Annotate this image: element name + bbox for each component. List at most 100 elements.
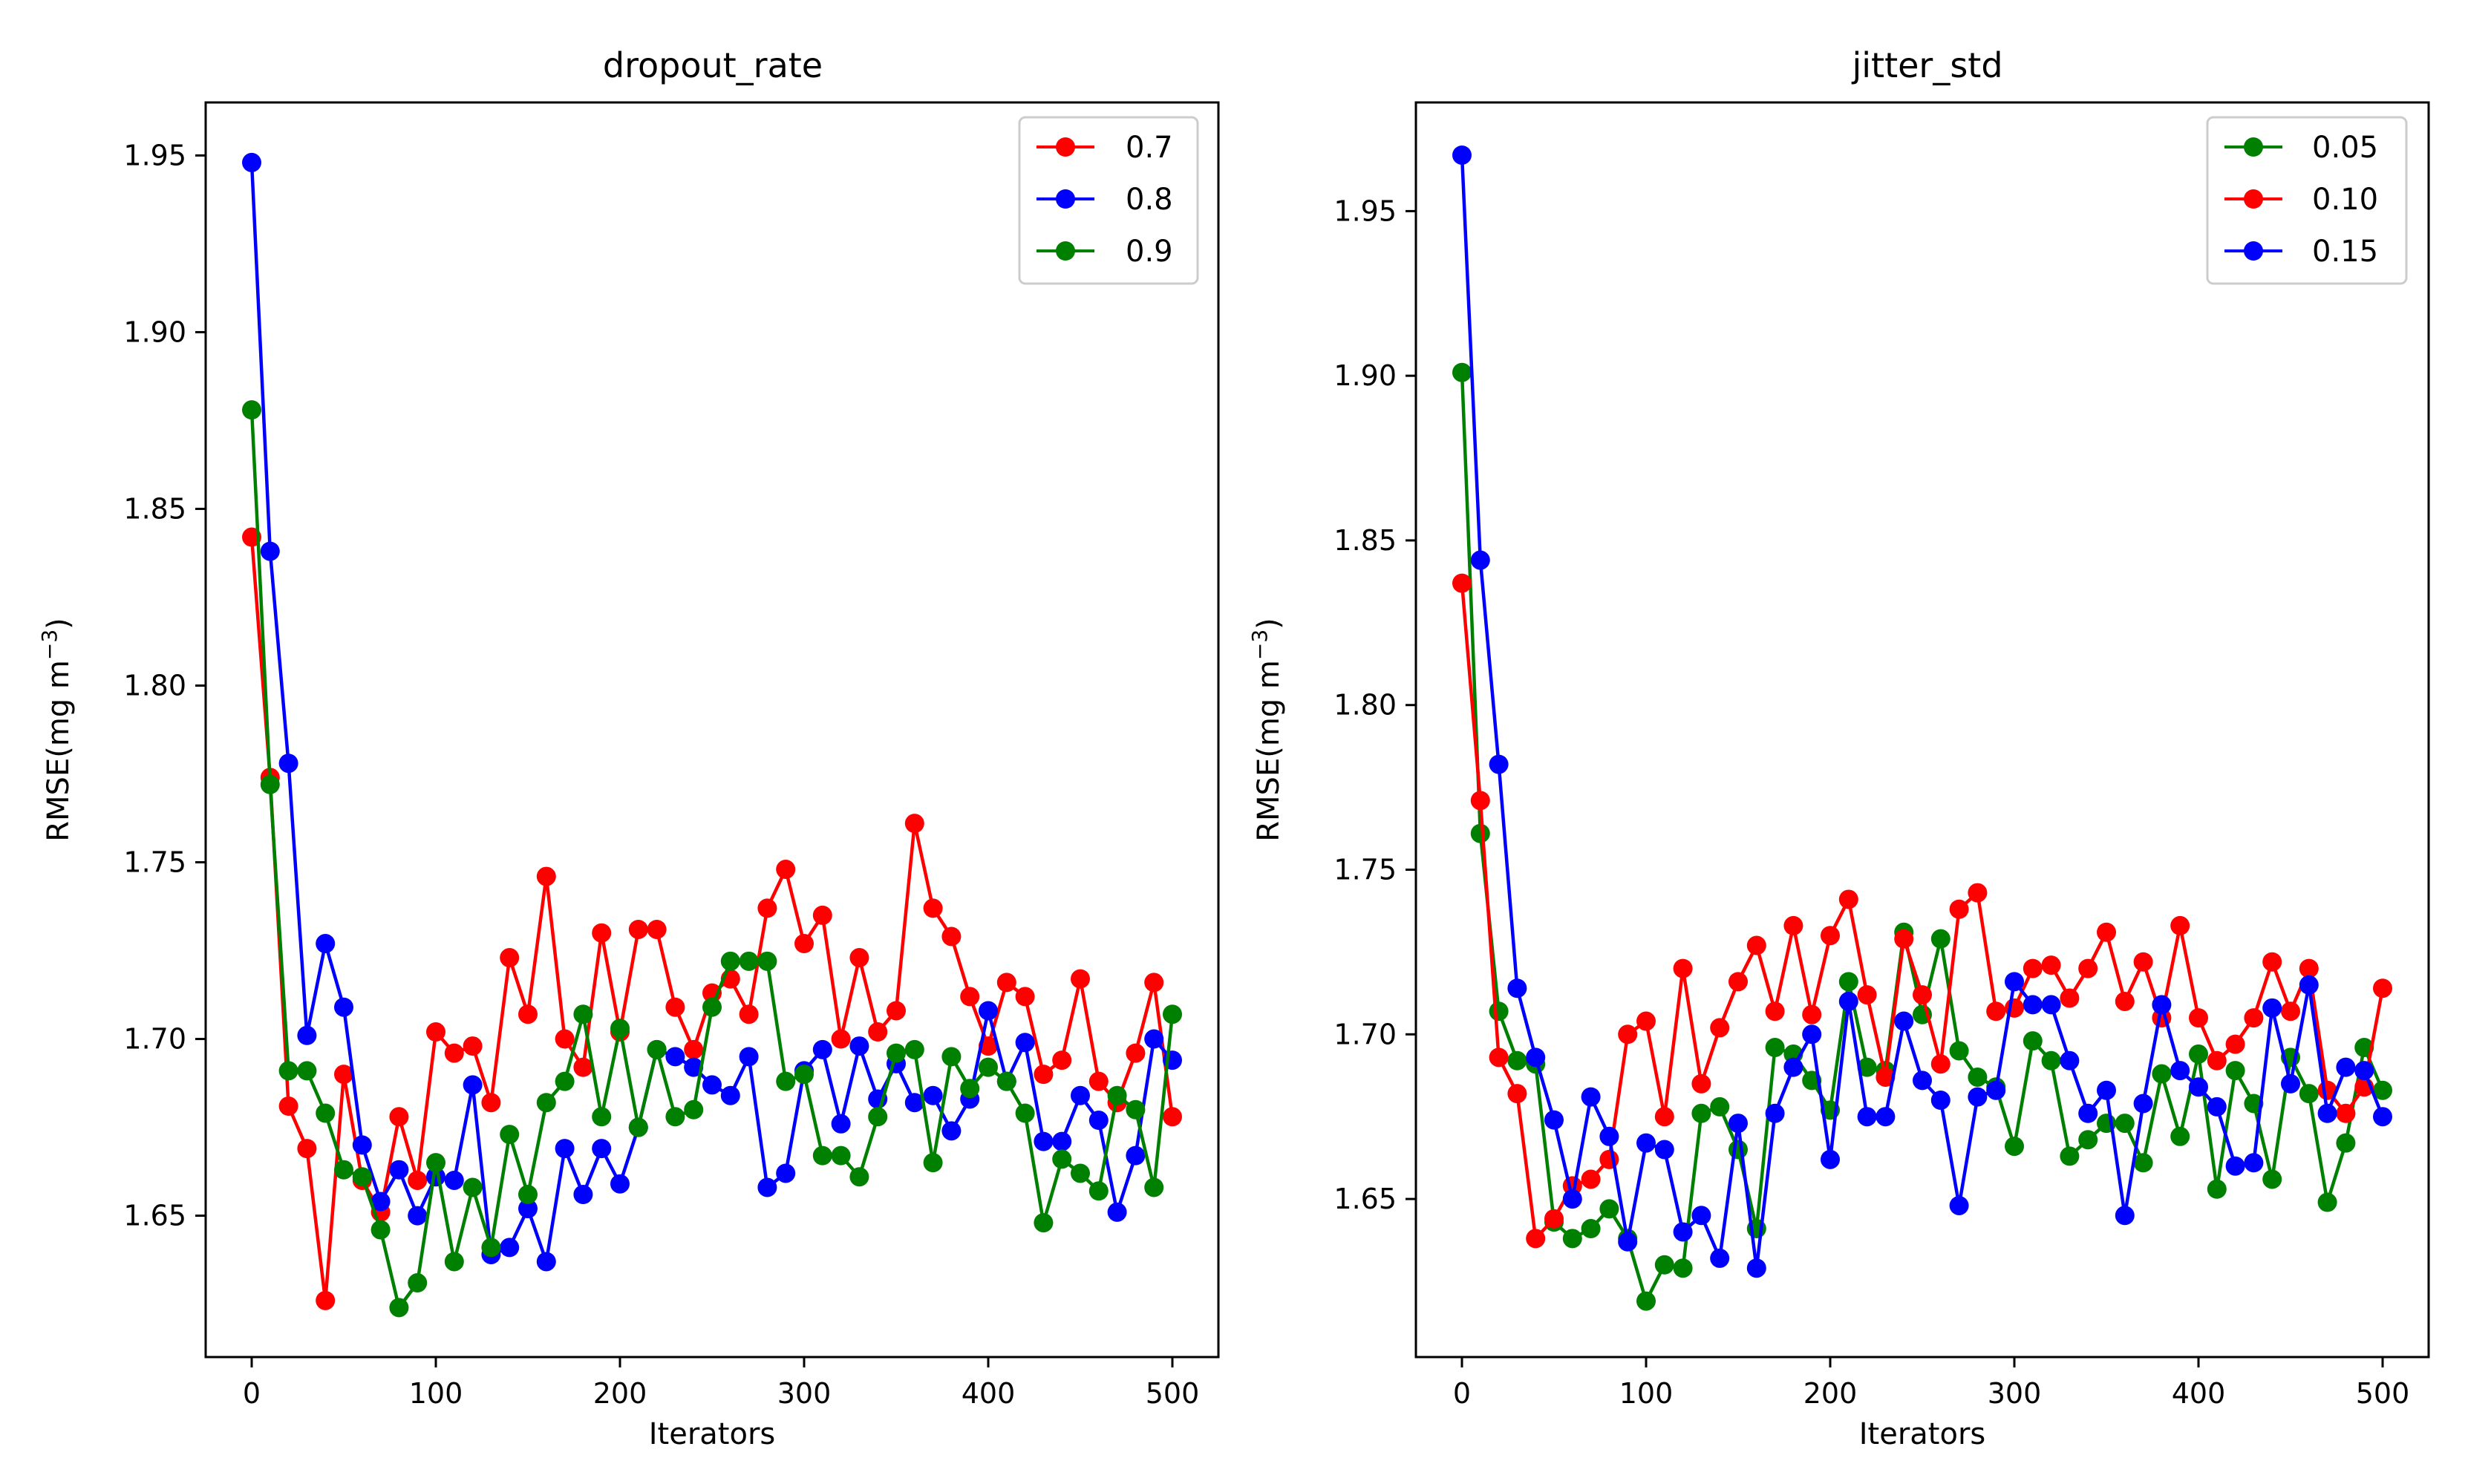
data-point bbox=[887, 1001, 906, 1021]
data-point bbox=[1949, 1195, 1969, 1215]
data-point bbox=[2023, 1031, 2043, 1051]
data-point bbox=[1654, 1140, 1674, 1160]
data-point bbox=[702, 1075, 722, 1095]
data-point bbox=[1949, 899, 1969, 919]
data-point bbox=[2060, 1050, 2080, 1070]
data-point bbox=[2299, 958, 2319, 978]
data-point bbox=[500, 948, 520, 968]
data-point bbox=[2097, 1080, 2116, 1100]
data-point bbox=[2336, 1103, 2356, 1123]
data-point bbox=[757, 1177, 777, 1197]
data-point bbox=[2115, 1206, 2135, 1226]
data-point bbox=[849, 1167, 869, 1187]
data-point bbox=[1034, 1213, 1054, 1233]
data-point bbox=[941, 1047, 962, 1067]
legend-entry: 0.8 bbox=[1037, 183, 1173, 217]
data-point bbox=[1821, 1149, 1840, 1169]
data-point bbox=[1857, 985, 1877, 1005]
data-point bbox=[1052, 1131, 1072, 1151]
y-axis-label: RMSE(mg m−3) bbox=[37, 618, 76, 842]
data-point bbox=[941, 1121, 962, 1141]
y-tick-label: 1.65 bbox=[123, 1200, 186, 1232]
data-point bbox=[1765, 1001, 1785, 1022]
data-point bbox=[1507, 978, 1527, 998]
data-point bbox=[1452, 362, 1472, 382]
data-point bbox=[444, 1170, 464, 1190]
data-point bbox=[500, 1125, 520, 1145]
data-point bbox=[481, 1238, 501, 1258]
data-point bbox=[1599, 1199, 1619, 1219]
data-point bbox=[1088, 1111, 1109, 1131]
data-point bbox=[1562, 1189, 1582, 1209]
legend-entry: 0.10 bbox=[2224, 183, 2378, 217]
data-point bbox=[610, 1019, 630, 1039]
data-point bbox=[408, 1206, 428, 1226]
data-point bbox=[352, 1135, 372, 1155]
data-point bbox=[1126, 1099, 1146, 1119]
x-axis-label: Iterators bbox=[1859, 1417, 1986, 1451]
data-point bbox=[665, 1047, 685, 1067]
data-point bbox=[2299, 1084, 2319, 1104]
data-point bbox=[1710, 1096, 1730, 1117]
data-point bbox=[408, 1170, 428, 1190]
data-point bbox=[684, 1099, 704, 1119]
data-point bbox=[316, 1103, 336, 1123]
y-tick-label: 1.75 bbox=[1333, 854, 1397, 886]
data-point bbox=[923, 898, 943, 918]
data-point bbox=[1673, 1258, 1693, 1278]
data-point bbox=[1507, 1050, 1527, 1070]
data-point bbox=[2115, 1114, 2135, 1134]
data-point bbox=[1470, 823, 1490, 843]
data-point bbox=[1489, 754, 1509, 774]
data-point bbox=[1894, 1011, 1914, 1031]
data-point bbox=[812, 1145, 832, 1166]
data-point bbox=[2336, 1133, 2356, 1153]
data-point bbox=[1544, 1209, 1564, 1229]
data-point bbox=[297, 1139, 317, 1159]
data-point bbox=[1562, 1229, 1582, 1249]
data-point bbox=[2354, 1061, 2374, 1081]
data-point bbox=[2262, 1169, 2282, 1189]
data-point bbox=[481, 1093, 501, 1113]
data-point bbox=[1913, 985, 1932, 1005]
data-point bbox=[408, 1273, 428, 1293]
data-point bbox=[518, 1004, 538, 1024]
data-point bbox=[536, 1093, 556, 1113]
data-point bbox=[2207, 1050, 2227, 1070]
data-point bbox=[739, 1004, 759, 1024]
data-point bbox=[1930, 1091, 1950, 1111]
data-point bbox=[2281, 1001, 2300, 1022]
data-point bbox=[2133, 952, 2153, 972]
data-point bbox=[2225, 1061, 2245, 1081]
data-point bbox=[463, 1036, 483, 1056]
data-point bbox=[1968, 1067, 1988, 1087]
data-point bbox=[592, 923, 612, 943]
data-point bbox=[923, 1085, 943, 1105]
data-point bbox=[370, 1192, 391, 1212]
axes-ticks: 0 100 200 300 400 500 1.65 1.70 1.75 1.80 1.85 1.90… bbox=[123, 139, 1199, 1410]
data-point bbox=[2207, 1096, 2227, 1117]
x-tick-label: 500 bbox=[2356, 1377, 2410, 1410]
data-point bbox=[2244, 1153, 2264, 1173]
x-tick-label: 500 bbox=[1146, 1377, 1200, 1410]
data-point bbox=[1581, 1087, 1601, 1107]
y-tick-label: 1.85 bbox=[1333, 524, 1397, 557]
data-point bbox=[849, 1036, 869, 1056]
data-point bbox=[831, 1029, 851, 1049]
legend-marker bbox=[2244, 189, 2263, 209]
data-point bbox=[444, 1252, 464, 1272]
data-point bbox=[426, 1022, 445, 1042]
y-tick-label: 1.80 bbox=[1333, 689, 1397, 722]
data-point bbox=[2317, 1192, 2337, 1212]
data-point bbox=[1876, 1107, 1896, 1127]
axes-ticks: 0 100 200 300 400 500 1.65 1.70 1.75 1.80 1.85 1.90… bbox=[1333, 195, 2409, 1410]
data-point bbox=[1968, 883, 1988, 903]
data-point bbox=[2078, 958, 2098, 978]
data-point bbox=[2244, 1008, 2264, 1028]
series-0.15 bbox=[1452, 145, 2392, 1278]
chart-jitter-std: jitter_std 0 100 200 300 400 500 1.65 1.70 1.75 1… bbox=[1247, 45, 2430, 1451]
data-point bbox=[1636, 1011, 1656, 1031]
data-point bbox=[2097, 922, 2116, 942]
